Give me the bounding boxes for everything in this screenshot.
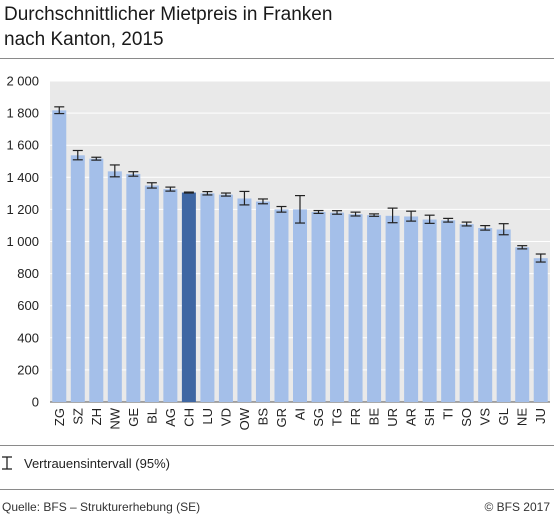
x-tick-label: UR: [385, 408, 400, 427]
legend-label: Vertrauensintervall (95%): [24, 455, 170, 471]
bar-zg: [52, 110, 67, 403]
y-tick-label: 800: [17, 266, 39, 281]
source-note: Quelle: BFS – Strukturerhebung (SE): [2, 500, 201, 514]
bar-so: [459, 224, 474, 402]
x-tick-label: FR: [348, 408, 363, 425]
y-tick-label: 1 400: [6, 170, 39, 185]
x-tick-label: AI: [293, 408, 308, 420]
bar-vd: [218, 194, 233, 402]
x-tick-label: SO: [459, 408, 474, 427]
y-tick-label: 1 000: [6, 234, 39, 249]
x-tick-label: SH: [422, 408, 437, 426]
x-tick-label: VS: [478, 408, 493, 426]
y-tick-label: 0: [32, 395, 39, 410]
y-tick-label: 1 800: [6, 106, 39, 121]
bar-nw: [107, 171, 122, 402]
bar-sg: [311, 211, 326, 402]
bar-gl: [496, 229, 511, 402]
title-line-1: Durchschnittlicher Mietpreis in Franken: [4, 4, 333, 25]
x-tick-label: JU: [533, 408, 548, 424]
bar-ar: [404, 216, 419, 402]
x-tick-label: GL: [496, 408, 511, 425]
bar-ur: [385, 215, 400, 402]
y-tick-label: 200: [17, 362, 39, 377]
bar-chart: 0 200 400 600 800 1 000 1 200 1 400 1 600 1 800 2 …: [6, 74, 550, 430]
x-tick-label: GE: [126, 408, 141, 427]
bar-bs: [255, 201, 270, 402]
y-tick-label: 2 000: [6, 74, 39, 89]
x-tick-label: CH: [181, 408, 196, 427]
x-tick-label: BS: [255, 408, 270, 426]
x-tick-label: GR: [274, 408, 289, 428]
bar-gr: [274, 209, 289, 402]
x-tick-label: NE: [515, 408, 530, 426]
title-divider: [0, 58, 554, 59]
bar-vs: [478, 228, 493, 402]
bar-sh: [422, 219, 437, 402]
footer-divider: [0, 489, 554, 490]
bar-ne: [515, 247, 530, 402]
bar-bl: [144, 185, 159, 402]
x-tick-label: BL: [144, 408, 159, 424]
bar-ge: [126, 173, 141, 402]
bar-ch: [181, 192, 196, 402]
x-tick-label: TG: [330, 408, 345, 426]
copyright-note: © BFS 2017: [484, 500, 550, 514]
bar-ti: [441, 220, 456, 402]
bar-ai: [293, 209, 307, 402]
x-tick-label: TI: [441, 408, 456, 420]
x-tick-label: BE: [367, 408, 382, 426]
bar-ow: [237, 198, 252, 402]
x-tick-label: SG: [311, 408, 326, 427]
bar-fr: [348, 214, 363, 402]
x-tick-label: LU: [200, 408, 215, 425]
x-tick-label: ZH: [89, 408, 104, 425]
legend-divider: [0, 445, 554, 446]
x-tick-label: VD: [218, 408, 233, 426]
y-tick-label: 400: [17, 330, 39, 345]
legend: Vertrauensintervall (95%): [0, 455, 170, 471]
title-line-2: nach Kanton, 2015: [4, 29, 164, 50]
x-tick-label: ZG: [52, 408, 67, 426]
x-tick-label: AG: [163, 408, 178, 427]
x-tick-label: SZ: [70, 408, 85, 425]
bar-lu: [200, 193, 215, 402]
y-tick-label: 600: [17, 298, 39, 313]
bar-tg: [330, 212, 345, 402]
y-tick-label: 1 200: [6, 202, 39, 217]
y-tick-label: 1 600: [6, 138, 39, 153]
bar-zh: [89, 158, 104, 402]
bar-ju: [533, 258, 548, 402]
x-tick-label: NW: [107, 407, 122, 429]
bar-ag: [163, 189, 178, 402]
chart-title: Durchschnittlicher Mietpreis in Franken …: [4, 2, 332, 52]
x-tick-label: AR: [404, 408, 419, 426]
bar-be: [367, 215, 382, 402]
x-tick-label: OW: [237, 407, 252, 430]
bar-sz: [70, 155, 85, 402]
confidence-interval-icon: [2, 456, 12, 470]
